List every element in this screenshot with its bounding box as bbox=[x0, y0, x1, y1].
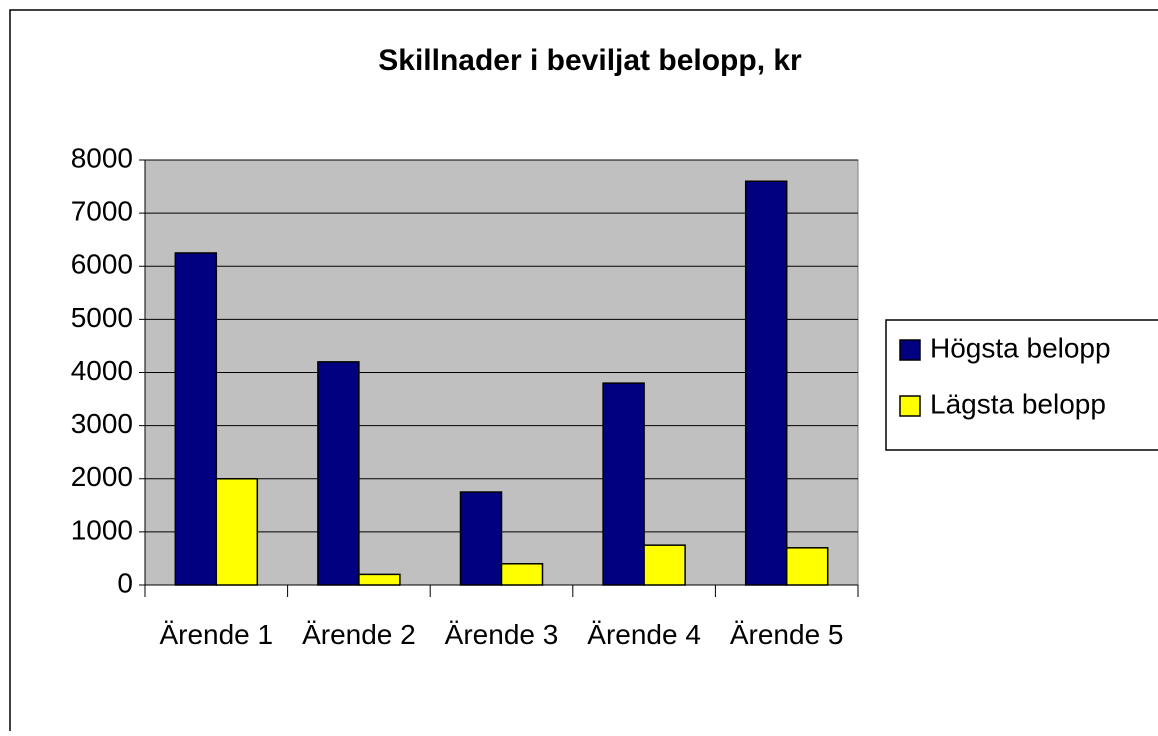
bar bbox=[785, 547, 829, 586]
y-tick-label: 8000 bbox=[71, 142, 133, 173]
y-tick-label: 1000 bbox=[71, 514, 133, 545]
x-tick-label-box: Ärende 1 bbox=[159, 619, 274, 650]
legend-label: Lägsta belopp bbox=[930, 388, 1106, 419]
y-tick-label: 5000 bbox=[71, 302, 133, 333]
x-tick-label-box: Ärende 4 bbox=[587, 619, 701, 650]
y-tick-label: 3000 bbox=[71, 408, 133, 439]
y-tick-label: 6000 bbox=[71, 249, 133, 280]
legend bbox=[885, 319, 1158, 451]
y-tick-label: 7000 bbox=[71, 196, 133, 227]
y-tick-label: 2000 bbox=[71, 461, 133, 492]
bar bbox=[500, 563, 544, 586]
x-tick-label: Ärende 5 bbox=[729, 619, 844, 650]
legend-swatch bbox=[899, 395, 921, 417]
x-tick-label: Ärende 4 bbox=[587, 619, 701, 650]
bar bbox=[174, 252, 218, 586]
x-tick-label: Ärende 3 bbox=[444, 619, 559, 650]
x-tick-label: Ärende 2 bbox=[302, 619, 416, 650]
bar bbox=[317, 361, 360, 586]
legend-swatch bbox=[899, 339, 921, 361]
y-tick-label: 0 bbox=[117, 567, 133, 598]
x-tick-label: Ärende 1 bbox=[159, 619, 274, 650]
x-tick-label-box: Ärende 2 bbox=[302, 619, 416, 650]
legend-label: Högsta belopp bbox=[930, 332, 1111, 363]
bar bbox=[459, 491, 503, 586]
bar bbox=[643, 544, 686, 586]
bar bbox=[744, 180, 788, 586]
bar bbox=[215, 478, 259, 586]
bar bbox=[358, 573, 401, 586]
y-tick-label: 4000 bbox=[71, 355, 133, 386]
bar bbox=[602, 382, 645, 586]
x-tick-label-box: Ärende 3 bbox=[444, 619, 559, 650]
x-tick-label-box: Ärende 5 bbox=[729, 619, 844, 650]
chart-title: Skillnader i beviljat belopp, kr bbox=[378, 44, 802, 77]
